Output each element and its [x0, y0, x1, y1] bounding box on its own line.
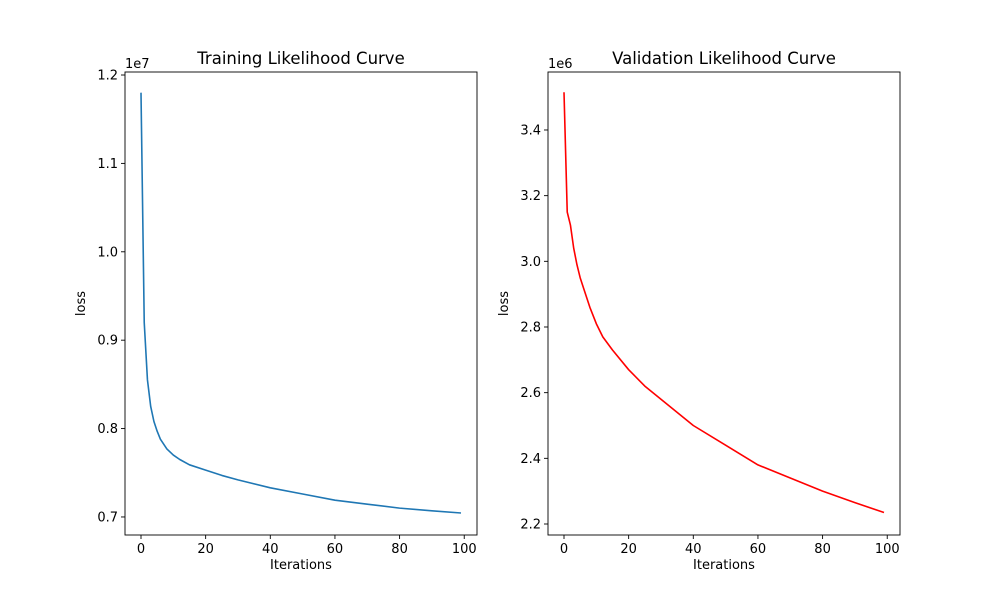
- y-tick-label: 2.8: [520, 320, 541, 335]
- x-tick-label: 100: [875, 542, 900, 557]
- x-tick-label: 80: [814, 542, 831, 557]
- y-tick-label: 0.9: [97, 334, 118, 349]
- x-tick-label: 20: [620, 542, 637, 557]
- y-tick-label: 1.0: [97, 245, 118, 260]
- y-tick-label: 1.1: [97, 157, 118, 172]
- x-tick-label: 80: [391, 542, 408, 557]
- y-tick-label: 1.2: [97, 69, 118, 84]
- y-tick-label: 2.6: [520, 386, 541, 401]
- axes-frame: [547, 71, 901, 536]
- x-tick-label: 20: [197, 542, 214, 557]
- y-offset-label: 1e7: [125, 57, 150, 72]
- y-tick-label: 0.8: [97, 422, 118, 437]
- y-tick-label: 0.7: [97, 510, 118, 525]
- axes-frame: [124, 71, 478, 536]
- x-tick-label: 40: [685, 542, 702, 557]
- y-axis-label: loss: [74, 291, 89, 316]
- loss-line: [563, 92, 885, 514]
- chart-title: Validation Likelihood Curve: [612, 49, 836, 68]
- subplot-training: 0 20 40 60 80 100 0.7 0.8 0.9 1.0 1.1 1.2 1e7 Trainin…: [74, 49, 478, 573]
- y-tick-label: 3.2: [520, 189, 541, 204]
- x-tick-label: 60: [327, 542, 344, 557]
- x-tick-label: 0: [137, 542, 145, 557]
- x-tick-label: 60: [750, 542, 767, 557]
- chart-title: Training Likelihood Curve: [196, 49, 404, 68]
- loss-line: [140, 92, 462, 514]
- x-axis-label: Iterations: [693, 558, 755, 573]
- y-axis-label: loss: [497, 291, 512, 316]
- x-tick-label: 0: [560, 542, 568, 557]
- x-axis-label: Iterations: [270, 558, 332, 573]
- x-tick-label: 100: [452, 542, 477, 557]
- y-tick-label: 2.2: [520, 518, 541, 533]
- y-tick-label: 3.4: [520, 123, 541, 138]
- y-tick-label: 3.0: [520, 255, 541, 270]
- x-tick-label: 40: [262, 542, 279, 557]
- y-tick-label: 2.4: [520, 452, 541, 467]
- subplot-validation: 0 20 40 60 80 100 2.2 2.4 2.6 2.8 3.0 3.2 3.4 1e6 Vali…: [497, 49, 901, 573]
- y-offset-label: 1e6: [548, 57, 573, 72]
